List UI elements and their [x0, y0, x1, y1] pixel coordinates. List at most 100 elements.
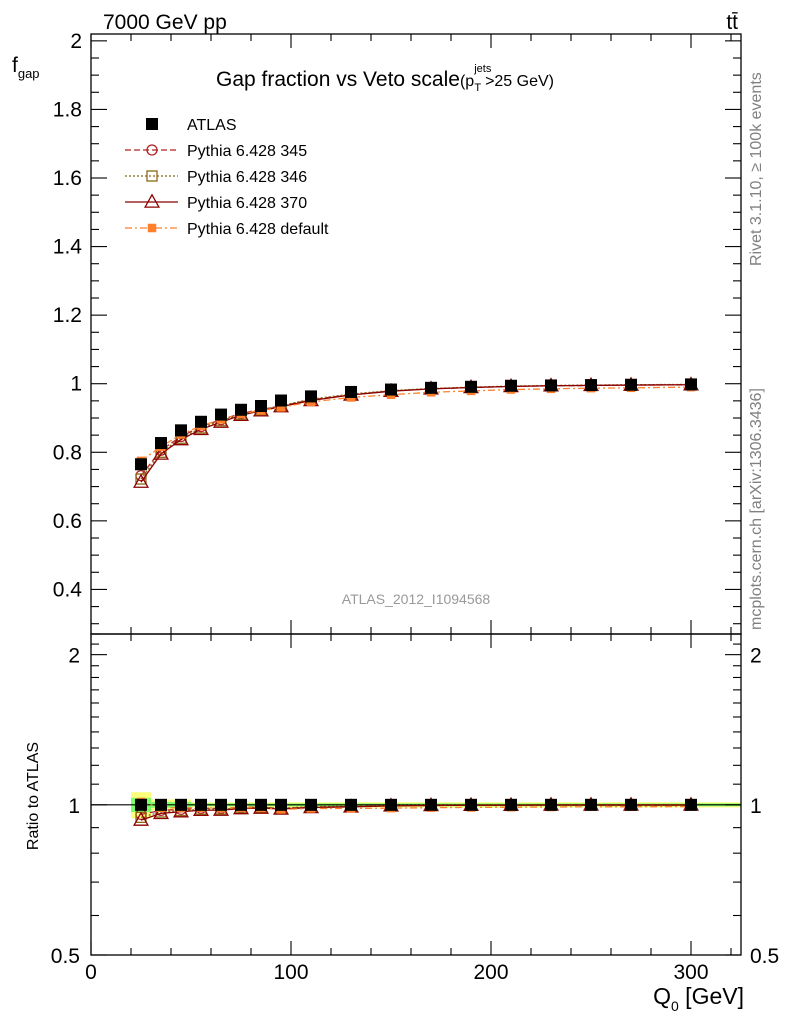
y-tick-label: 0.6 [53, 510, 82, 533]
ratio-data-point [305, 798, 317, 811]
ratio-y-tick-label-right: 2 [750, 645, 762, 668]
x-tick-label: 100 [273, 961, 308, 984]
legend-marker [146, 118, 158, 130]
series-line [140, 383, 692, 480]
y-axis-label: fgap [12, 54, 40, 81]
chart-title-cut-sub: T [474, 82, 481, 94]
x-tick-label: 0 [85, 961, 97, 984]
data-point [505, 379, 517, 392]
series-2 [135, 378, 697, 485]
series-line [140, 384, 692, 477]
ratio-data-point [625, 798, 637, 811]
ratio-series-0 [135, 798, 697, 811]
series-3 [132, 376, 700, 488]
legend-entry: Pythia 6.428 345 [125, 143, 307, 160]
legend-label: ATLAS [187, 117, 237, 134]
ratio-plot-series [132, 796, 700, 826]
data-point [345, 385, 357, 398]
legend-marker [143, 193, 161, 208]
ratio-data-point [175, 798, 187, 811]
y-tick-label: 1 [70, 373, 82, 396]
ratio-data-point [685, 798, 697, 811]
legend-marker [147, 223, 157, 233]
ratio-data-point [152, 804, 170, 820]
y-tick-label: 2 [70, 30, 82, 53]
legend-entry: Pythia 6.428 346 [125, 169, 307, 186]
data-point [275, 394, 287, 407]
chart-title-cut-sup: jets [473, 63, 492, 75]
ratio-data-point [275, 798, 287, 811]
ratio-y-axis-label: Ratio to ATLAS [25, 742, 42, 850]
legend-marker [146, 170, 158, 182]
data-point [685, 378, 697, 391]
ratio-data-point [215, 798, 227, 811]
ratio-data-point [135, 798, 147, 811]
mcplots-label: mcplots.cern.ch [arXiv:1306.3436] [748, 388, 765, 630]
legend-entry: Pythia 6.428 default [125, 221, 329, 238]
data-point [175, 424, 187, 437]
y-tick-label: 0.8 [53, 441, 82, 464]
ratio-data-point [132, 811, 150, 826]
data-point [135, 458, 147, 471]
data-point [276, 403, 286, 412]
data-point [425, 381, 437, 394]
ratio-data-point [195, 798, 207, 811]
rivet-label: Rivet 3.1.10, ≥ 100k events [748, 72, 765, 266]
series-1 [135, 379, 697, 482]
series-0 [135, 378, 697, 471]
main-plot-series [132, 376, 700, 488]
series-line [140, 384, 692, 483]
data-point [235, 403, 247, 416]
ratio-data-point [155, 798, 167, 811]
chart-title-main: Gap fraction vs Veto scale [216, 68, 460, 91]
legend-entry: Pythia 6.428 370 [125, 193, 307, 212]
chart-title: Gap fraction vs Veto scale(pjets T >25 GeV… [216, 63, 554, 94]
ratio-data-point [425, 798, 437, 811]
ratio-data-point [385, 798, 397, 811]
legend-entry: ATLAS [146, 117, 237, 134]
ratio-data-point [345, 798, 357, 811]
data-point [585, 379, 597, 392]
ratio-y-tick-label-right: 1 [750, 795, 762, 818]
data-point [545, 379, 557, 392]
data-point [305, 390, 317, 403]
chart-title-cut-open: (p [460, 73, 474, 90]
y-tick-label: 0.4 [53, 578, 83, 601]
data-point [465, 380, 477, 393]
data-point [625, 378, 637, 391]
data-point [385, 383, 397, 396]
legend-label: Pythia 6.428 346 [187, 169, 307, 186]
y-tick-label: 1.6 [53, 167, 82, 190]
chart-title-cut-rest: >25 GeV) [485, 73, 554, 90]
x-tick-label: 300 [673, 961, 708, 984]
ratio-y-tick-label: 2 [68, 645, 80, 668]
data-point [195, 415, 207, 428]
process-label: tt̄ [726, 11, 738, 34]
data-point [255, 400, 267, 412]
data-point [155, 437, 167, 450]
x-tick-label: 200 [473, 961, 508, 984]
legend-marker [146, 144, 158, 156]
x-axis-label: Q0 [GeV] [653, 983, 744, 1014]
data-point [215, 408, 227, 421]
y-tick-label: 1.4 [53, 236, 83, 259]
ratio-data-point [505, 798, 517, 811]
ratio-plot-frame [90, 633, 742, 956]
ratio-y-tick-label: 1 [68, 795, 80, 818]
data-point [152, 445, 170, 460]
ratio-data-point [235, 798, 247, 811]
ratio-data-point [585, 798, 597, 811]
energy-label: 7000 GeV pp [103, 11, 227, 34]
analysis-id: ATLAS_2012_I1094568 [342, 591, 491, 607]
y-tick-label: 1.2 [53, 304, 82, 327]
ratio-y-tick-label: 0.5 [51, 945, 80, 968]
series-4 [136, 382, 696, 466]
legend-label: Pythia 6.428 345 [187, 143, 307, 160]
y-tick-label: 1.8 [53, 98, 82, 121]
ratio-series-line [140, 801, 692, 811]
ratio-y-tick-label-right: 0.5 [750, 945, 779, 968]
ratio-data-point [465, 798, 477, 811]
data-point [132, 473, 150, 488]
ratio-data-point [545, 798, 557, 811]
